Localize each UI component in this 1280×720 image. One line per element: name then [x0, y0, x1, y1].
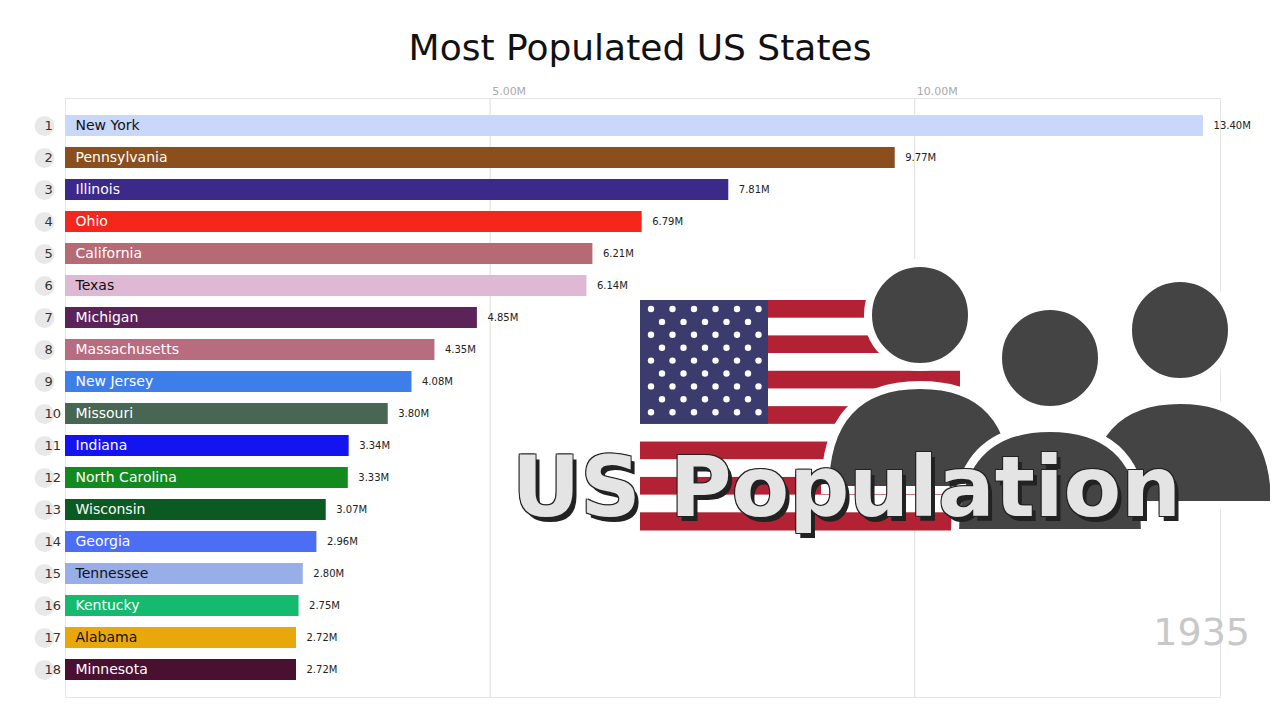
svg-text:Pennsylvania: Pennsylvania [76, 149, 168, 165]
svg-text:6.14M: 6.14M [597, 280, 628, 291]
svg-text:3.33M: 3.33M [358, 472, 389, 483]
svg-text:Tennessee: Tennessee [75, 565, 149, 581]
svg-text:10.00M: 10.00M [917, 85, 958, 98]
svg-text:9.77M: 9.77M [905, 152, 936, 163]
svg-text:7.81M: 7.81M [739, 184, 770, 195]
svg-text:3.34M: 3.34M [359, 440, 390, 451]
svg-text:5.00M: 5.00M [492, 85, 526, 98]
svg-text:2.72M: 2.72M [307, 632, 338, 643]
svg-text:Missouri: Missouri [76, 405, 134, 421]
svg-text:2.80M: 2.80M [313, 568, 344, 579]
svg-text:4.35M: 4.35M [445, 344, 476, 355]
svg-text:2: 2 [45, 150, 53, 165]
svg-text:1: 1 [45, 118, 53, 133]
html-text:US Population: US Population [512, 438, 1182, 536]
svg-text:6.79M: 6.79M [652, 216, 683, 227]
svg-text:3: 3 [45, 182, 53, 197]
svg-text:18: 18 [45, 662, 62, 677]
svg-text:14: 14 [45, 534, 62, 549]
svg-text:2.96M: 2.96M [327, 536, 358, 547]
svg-text:Massachusetts: Massachusetts [76, 341, 179, 357]
svg-text:Georgia: Georgia [76, 533, 131, 549]
svg-text:California: California [76, 245, 142, 261]
svg-text:9: 9 [45, 374, 53, 389]
svg-text:Illinois: Illinois [76, 181, 120, 197]
svg-text:7: 7 [45, 310, 53, 325]
svg-text:Alabama: Alabama [76, 629, 138, 645]
svg-text:16: 16 [45, 598, 62, 613]
svg-text:13: 13 [45, 502, 62, 517]
svg-text:Kentucky: Kentucky [76, 597, 140, 613]
svg-text:Michigan: Michigan [76, 309, 139, 325]
svg-text:5: 5 [45, 246, 53, 261]
svg-text:15: 15 [45, 566, 62, 581]
svg-text:6.21M: 6.21M [603, 248, 634, 259]
svg-text:4.08M: 4.08M [422, 376, 453, 387]
svg-text:New Jersey: New Jersey [76, 373, 154, 389]
svg-text:2.72M: 2.72M [307, 664, 338, 675]
svg-text:10: 10 [45, 406, 62, 421]
svg-text:Ohio: Ohio [76, 213, 108, 229]
svg-text:4: 4 [45, 214, 53, 229]
svg-text:Texas: Texas [75, 277, 115, 293]
svg-text:11: 11 [45, 438, 62, 453]
svg-text:8: 8 [45, 342, 53, 357]
html-text:Most Populated US States: Most Populated US States [408, 27, 872, 68]
svg-text:17: 17 [45, 630, 62, 645]
svg-text:Minnesota: Minnesota [76, 661, 148, 677]
svg-text:13.40M: 13.40M [1214, 120, 1251, 131]
svg-text:3.80M: 3.80M [398, 408, 429, 419]
html-text:1935: 1935 [1153, 610, 1250, 654]
svg-text:3.07M: 3.07M [336, 504, 367, 515]
svg-text:Indiana: Indiana [76, 437, 128, 453]
svg-text:North Carolina: North Carolina [76, 469, 177, 485]
svg-text:Wisconsin: Wisconsin [76, 501, 146, 517]
svg-text:New York: New York [76, 117, 141, 133]
svg-text:2.75M: 2.75M [309, 600, 340, 611]
svg-text:6: 6 [45, 278, 53, 293]
svg-text:12: 12 [45, 470, 62, 485]
svg-text:4.85M: 4.85M [487, 312, 518, 323]
